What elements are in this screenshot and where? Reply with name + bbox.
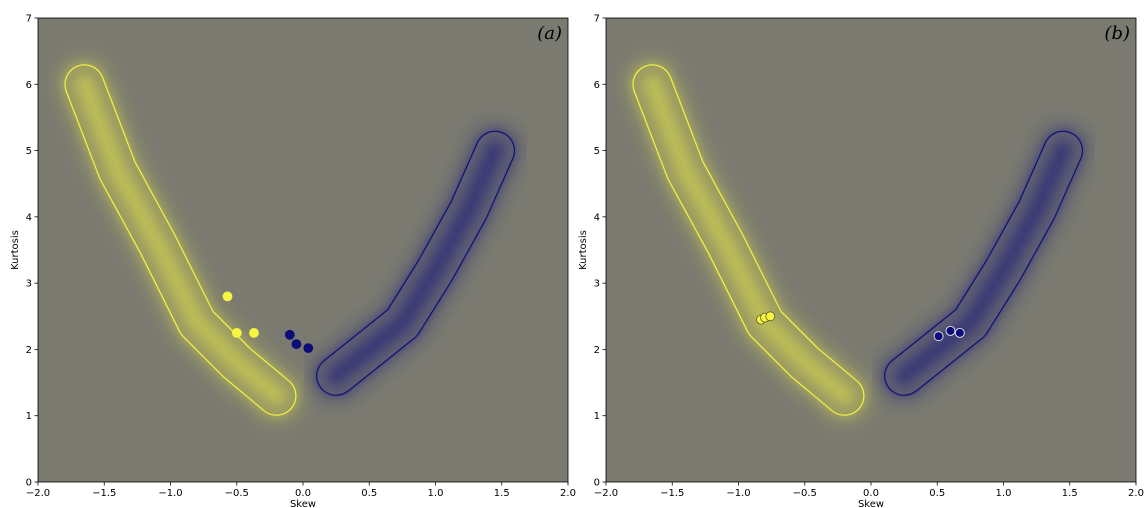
x-tick-label: 0.0 — [863, 488, 879, 499]
y-tick-label: 2 — [594, 345, 600, 356]
series-0 — [756, 311, 776, 325]
x-tick-label: 2.0 — [560, 488, 576, 499]
x-tick-label: −0.5 — [225, 488, 249, 499]
point-1-1 — [291, 339, 302, 350]
x-tick-label: 1.0 — [996, 488, 1012, 499]
x-tick-label: 1.0 — [428, 488, 444, 499]
point-1-2 — [303, 343, 314, 354]
point-1-2 — [954, 327, 965, 338]
y-tick-label: 3 — [594, 279, 600, 290]
point-0-2 — [765, 311, 776, 322]
y-tick-label: 3 — [26, 279, 32, 290]
y-tick-label: 4 — [26, 212, 32, 223]
x-tick-label: 2.0 — [1128, 488, 1144, 499]
x-tick-label: −1.0 — [726, 488, 750, 499]
density-layer — [49, 49, 531, 431]
y-tick-label: 0 — [594, 478, 600, 489]
y-tick-label: 1 — [594, 411, 600, 422]
x-tick-label: 0.5 — [929, 488, 945, 499]
panel-0: −2.0 −1.5 −1.0 −0.5 0.0 0.5 1.0 1.5 2.0 0 1 2 3 4 5 6 7 S… — [10, 14, 576, 508]
density-layer — [617, 49, 1099, 431]
y-tick-label: 7 — [26, 14, 32, 25]
series-1 — [933, 325, 965, 342]
x-tick-label: −0.5 — [793, 488, 817, 499]
point-1-1 — [945, 325, 956, 336]
y-tick-label: 1 — [26, 411, 32, 422]
y-tick-label: 6 — [26, 80, 32, 91]
series-0 — [222, 291, 259, 338]
y-tick-label: 0 — [26, 478, 32, 489]
y-axis-label: Kurtosis — [10, 230, 21, 270]
x-tick-label: 1.5 — [1062, 488, 1078, 499]
density-center-0 — [643, 75, 854, 405]
x-tick-label: −2.0 — [26, 488, 50, 499]
panel-label: (b) — [1104, 23, 1130, 44]
x-tick-label: 1.5 — [494, 488, 510, 499]
density-center-1 — [327, 141, 505, 385]
density-center-1 — [895, 141, 1073, 385]
y-tick-label: 6 — [594, 80, 600, 91]
x-axis-label: Skew — [858, 499, 884, 508]
panel-1: −2.0 −1.5 −1.0 −0.5 0.0 0.5 1.0 1.5 2.0 0 1 2 3 4 5 6 7 S… — [578, 14, 1144, 508]
y-tick-label: 2 — [26, 345, 32, 356]
point-0-0 — [222, 291, 233, 302]
point-0-1 — [231, 327, 242, 338]
x-tick-label: −2.0 — [594, 488, 618, 499]
x-axis-label: Skew — [290, 499, 316, 508]
x-tick-label: −1.5 — [92, 488, 116, 499]
y-tick-label: 5 — [594, 146, 600, 157]
x-tick-label: −1.5 — [660, 488, 684, 499]
point-0-2 — [249, 327, 259, 338]
x-tick-label: 0.0 — [295, 488, 311, 499]
x-tick-label: −1.0 — [158, 488, 182, 499]
point-1-0 — [933, 331, 944, 342]
y-axis-label: Kurtosis — [578, 230, 589, 270]
density-center-0 — [75, 75, 286, 405]
x-tick-label: 0.5 — [361, 488, 377, 499]
panel-label: (a) — [537, 23, 562, 44]
y-tick-label: 4 — [594, 212, 600, 223]
series-1 — [284, 329, 314, 354]
y-tick-label: 5 — [26, 146, 32, 157]
point-1-0 — [284, 329, 295, 340]
y-tick-label: 7 — [594, 14, 600, 25]
